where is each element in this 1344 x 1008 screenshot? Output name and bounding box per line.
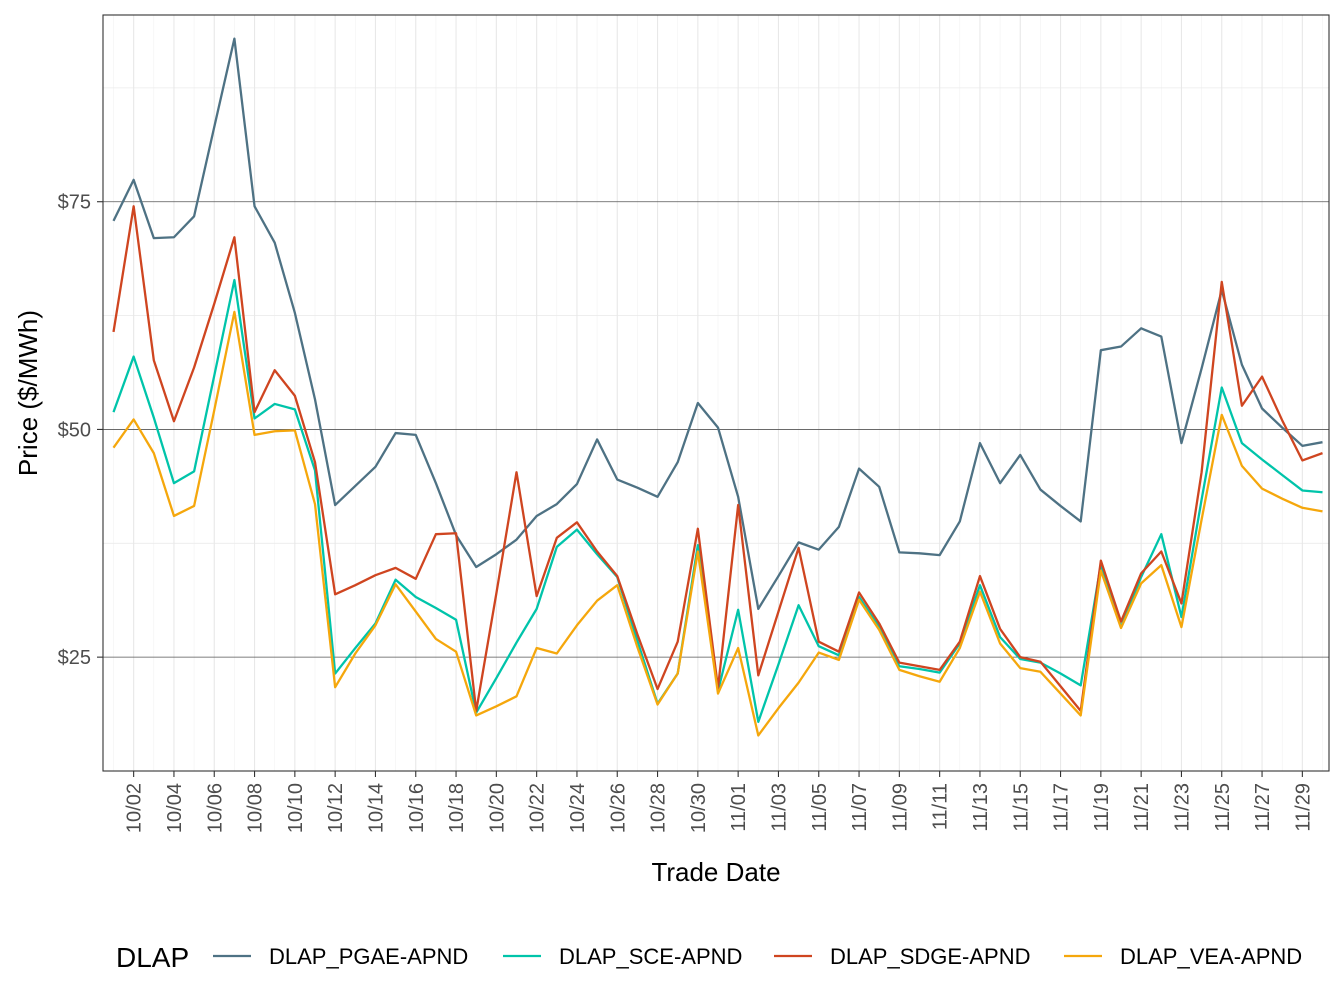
legend: DLAP DLAP_PGAE-APND DLAP_SCE-APND DLAP_SDG… xyxy=(116,942,1302,973)
y-tick-label: $25 xyxy=(58,647,91,669)
x-tick-label: 11/11 xyxy=(930,783,952,830)
x-tick-label: 11/25 xyxy=(1212,783,1234,832)
x-tick-label: 10/14 xyxy=(365,783,387,833)
legend-label: DLAP_VEA-APND xyxy=(1120,944,1302,969)
x-tick-label: 11/01 xyxy=(728,783,750,832)
x-tick-label: 10/16 xyxy=(406,783,428,833)
legend-title: DLAP xyxy=(116,942,189,973)
legend-label: DLAP_PGAE-APND xyxy=(269,944,468,969)
x-tick-label: 10/22 xyxy=(527,783,549,833)
legend-label: DLAP_SDGE-APND xyxy=(830,944,1031,969)
x-tick-label: 10/12 xyxy=(325,783,347,833)
x-tick-label: 10/04 xyxy=(164,783,186,833)
x-tick-label: 10/28 xyxy=(648,783,670,833)
minor-gridlines xyxy=(103,15,1329,772)
x-tick-label: 11/13 xyxy=(970,783,992,832)
x-tick-label: 10/26 xyxy=(607,783,629,833)
x-tick-label: 11/23 xyxy=(1171,783,1193,832)
y-axis: $25 $50 $75 xyxy=(58,192,103,669)
x-tick-label: 11/03 xyxy=(768,783,790,832)
x-tick-label: 11/27 xyxy=(1252,783,1274,832)
x-tick-label: 11/19 xyxy=(1091,783,1113,832)
x-tick-label: 10/18 xyxy=(446,783,468,833)
x-tick-label: 10/08 xyxy=(245,783,267,833)
series-line-dlap_pgae-apnd xyxy=(112,37,1323,611)
x-tick-label: 10/06 xyxy=(204,783,226,833)
x-tick-label: 10/24 xyxy=(567,783,589,833)
series-lines xyxy=(112,37,1323,737)
x-tick-label: 10/02 xyxy=(124,783,146,833)
legend-label: DLAP_SCE-APND xyxy=(559,944,742,969)
y-tick-label: $50 xyxy=(58,419,91,441)
panel-border xyxy=(102,14,1330,772)
x-tick-label: 10/20 xyxy=(486,783,508,833)
y-axis-title: Price ($/MWh) xyxy=(13,310,43,476)
x-tick-label: 10/30 xyxy=(688,783,710,833)
x-tick-label: 11/15 xyxy=(1010,783,1032,832)
y-tick-label: $75 xyxy=(58,192,91,214)
x-axis: 10/02 10/04 10/06 10/08 10/10 10/12 10/14 10/16… xyxy=(124,771,1314,833)
major-gridlines xyxy=(103,15,1329,771)
x-tick-label: 11/09 xyxy=(889,783,911,832)
series-line-dlap_vea-apnd xyxy=(112,310,1323,737)
x-tick-label: 11/07 xyxy=(849,783,871,832)
x-tick-label: 10/10 xyxy=(285,783,307,833)
x-tick-label: 11/21 xyxy=(1131,783,1153,832)
x-axis-title: Trade Date xyxy=(651,857,780,887)
x-tick-label: 11/17 xyxy=(1051,783,1073,832)
x-tick-label: 11/05 xyxy=(809,783,831,832)
x-tick-label: 11/29 xyxy=(1292,783,1314,832)
